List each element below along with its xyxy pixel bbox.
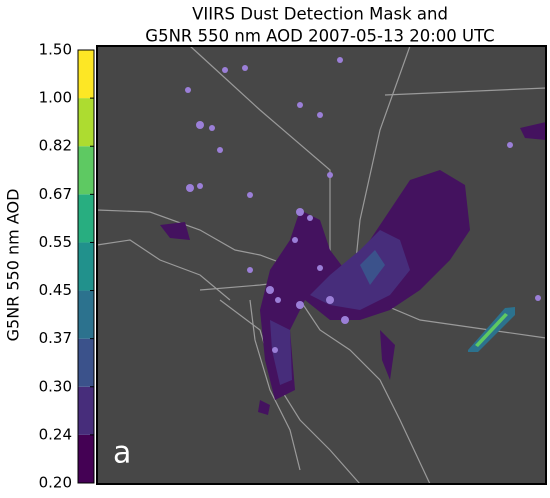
colorbar-tick-label: 0.30 — [39, 377, 72, 395]
title-line: VIIRS Dust Detection Mask and — [192, 5, 448, 24]
colorbar-tick-label: 0.37 — [39, 329, 72, 347]
colorbar-tick-label: 1.00 — [39, 89, 72, 107]
colorbar: 0.20 0.24 0.30 0.37 0.45 0.55 0.67 0.82 1.00 1.50 — [39, 41, 95, 492]
panel-label: a — [113, 436, 131, 471]
colorbar-label: G5NR 550 nm AOD — [4, 189, 23, 342]
map-frame — [96, 45, 547, 485]
colorbar-tick-label: 1.50 — [39, 41, 72, 59]
dust-mask — [185, 57, 541, 353]
colorbar-segment — [78, 146, 94, 195]
map-panel: a — [96, 45, 547, 485]
colorbar-segment — [78, 338, 94, 387]
colorbar-tick-label: 0.55 — [39, 233, 72, 251]
colorbar-tick-label: 0.45 — [39, 281, 72, 299]
colorbar-segment — [78, 98, 94, 147]
title-line: G5NR 550 nm AOD 2007-05-13 20:00 UTC — [145, 27, 494, 46]
aod-plume — [160, 122, 546, 415]
colorbar-tick-label: 0.24 — [39, 425, 72, 443]
colorbar-segment — [78, 50, 94, 99]
colorbar-tick-label: 0.67 — [39, 185, 72, 203]
colorbar-segment — [78, 242, 94, 291]
colorbar-segment — [78, 194, 94, 243]
colorbar-segment — [78, 290, 94, 339]
colorbar-tick-label: 0.82 — [39, 137, 72, 155]
colorbar-frame — [77, 49, 95, 484]
colorbar-tick-label: 0.20 — [39, 474, 72, 492]
colorbar-segment — [78, 434, 94, 483]
colorbar-segment — [78, 386, 94, 435]
